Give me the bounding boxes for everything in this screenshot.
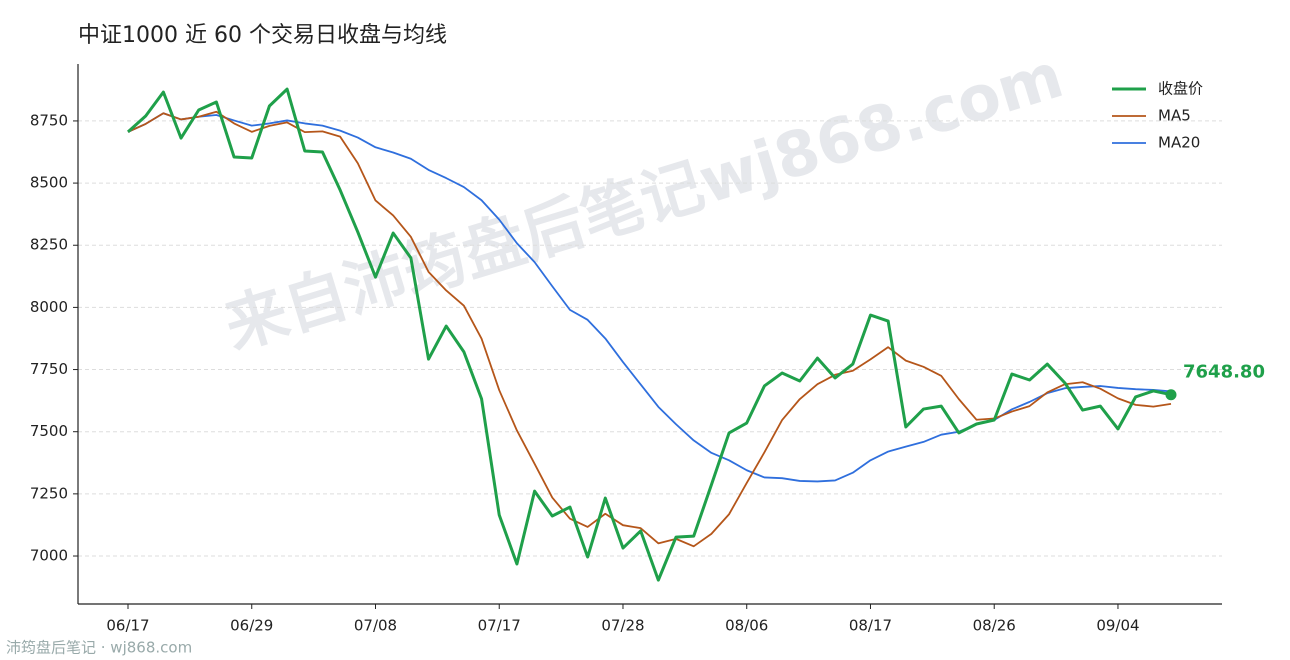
line-series bbox=[127, 110, 1172, 548]
chart-title: 中证1000 近 60 个交易日收盘与均线 bbox=[78, 23, 447, 48]
x-tick-label: 07/08 bbox=[354, 617, 397, 635]
y-tick-label: 7250 bbox=[30, 484, 68, 502]
x-tick-label: 08/26 bbox=[973, 617, 1016, 635]
legend-label: MA5 bbox=[1158, 107, 1191, 125]
footer: 沛筠盘后笔记 · wj868.com bbox=[6, 639, 192, 657]
last-point bbox=[1165, 389, 1177, 401]
x-tick-label: 06/29 bbox=[230, 617, 273, 635]
y-tick-label: 8000 bbox=[30, 298, 68, 316]
y-tick-label: 8250 bbox=[30, 236, 68, 254]
y-tick-label: 7000 bbox=[30, 547, 68, 565]
y-tick-label: 7750 bbox=[30, 360, 68, 378]
y-tick-label: 8500 bbox=[30, 174, 68, 192]
legend-label: 收盘价 bbox=[1158, 80, 1203, 98]
line-series bbox=[126, 87, 1172, 582]
x-tick-label: 08/17 bbox=[849, 617, 892, 635]
y-tick-label: 7500 bbox=[30, 422, 68, 440]
y-tick-label: 8750 bbox=[30, 111, 68, 129]
value-label: 7648.80 bbox=[1183, 362, 1265, 383]
x-tick-label: 09/04 bbox=[1096, 617, 1139, 635]
legend-label: MA20 bbox=[1158, 134, 1200, 152]
x-tick-label: 07/28 bbox=[601, 617, 644, 635]
x-tick-label: 07/17 bbox=[478, 617, 521, 635]
x-tick-label: 08/06 bbox=[725, 617, 768, 635]
x-tick-label: 06/17 bbox=[106, 617, 149, 635]
